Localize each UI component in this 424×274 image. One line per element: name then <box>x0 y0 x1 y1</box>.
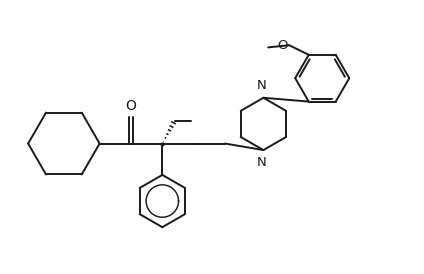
Text: O: O <box>126 99 137 113</box>
Text: O: O <box>277 39 287 52</box>
Text: N: N <box>257 156 267 169</box>
Text: N: N <box>257 79 267 92</box>
